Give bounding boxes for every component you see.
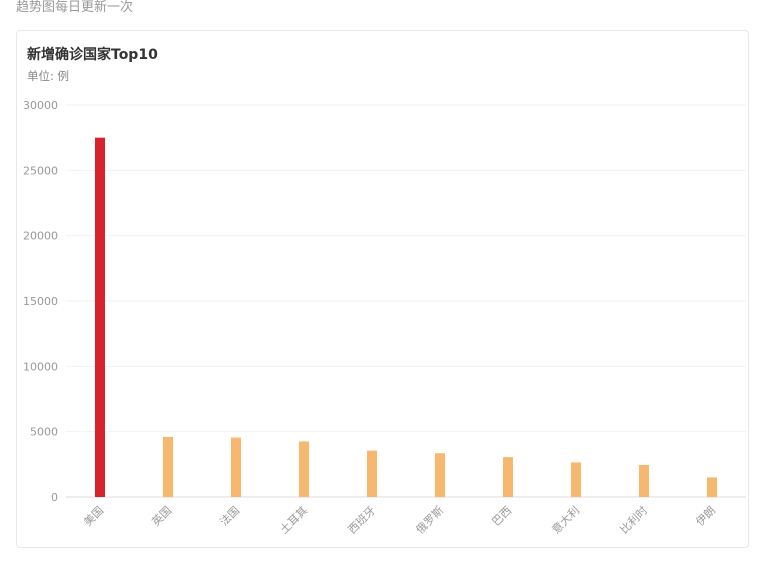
y-tick-label: 20000	[23, 230, 58, 243]
x-tick-label: 土耳其	[278, 504, 311, 537]
y-tick-label: 0	[51, 491, 58, 504]
chart-title: 新增确诊国家Top10	[27, 47, 158, 63]
y-tick-label: 25000	[23, 164, 58, 177]
y-tick-label: 30000	[23, 99, 58, 112]
x-tick-label: 英国	[149, 503, 174, 528]
bar	[163, 436, 173, 497]
x-tick-label: 俄罗斯	[414, 504, 447, 537]
bar	[95, 137, 105, 497]
y-tick-label: 5000	[30, 426, 58, 439]
bar	[435, 453, 445, 497]
bar	[707, 477, 717, 497]
x-tick-label: 意大利	[549, 503, 582, 536]
y-tick-label: 10000	[23, 360, 58, 373]
x-tick-label: 巴西	[489, 504, 514, 529]
bar	[231, 437, 241, 497]
chart-unit: 单位: 例	[27, 69, 70, 83]
bar	[503, 457, 513, 497]
chart-card: 新增确诊国家Top10 单位: 例	[16, 30, 749, 548]
bar	[367, 450, 377, 497]
x-tick-label: 比利时	[618, 504, 651, 537]
bar	[571, 462, 581, 497]
x-tick-label: 美国	[81, 504, 106, 529]
bar	[639, 464, 649, 497]
bar	[299, 441, 309, 497]
x-tick-label: 法国	[217, 503, 242, 528]
update-note: 趋势图每日更新一次	[16, 0, 134, 15]
y-tick-label: 15000	[23, 295, 58, 308]
x-tick-label: 西班牙	[346, 504, 379, 537]
x-tick-label: 伊朗	[693, 504, 718, 529]
